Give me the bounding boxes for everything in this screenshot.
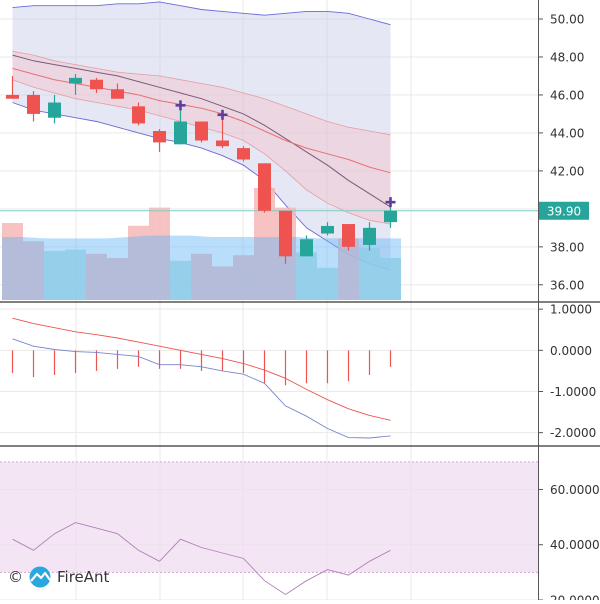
volume-bar	[317, 267, 338, 300]
price-tick-label: 38.00	[550, 240, 584, 254]
macd-tick-label: -1.0000	[550, 385, 596, 399]
volume-bar	[44, 251, 65, 300]
candle-body[interactable]	[195, 121, 208, 141]
volume-bar	[338, 238, 359, 300]
plus-marker-icon	[385, 197, 396, 208]
candle-body[interactable]	[90, 79, 103, 90]
price-tick-label: 50.00	[550, 12, 584, 26]
fireant-watermark: © FireAnt	[8, 566, 109, 588]
rsi-tick-label: 20.0000	[550, 594, 600, 601]
volume-bar	[254, 188, 275, 300]
candle-body[interactable]	[111, 89, 124, 99]
rsi-line	[12, 522, 391, 596]
rsi-panel[interactable]	[0, 461, 538, 596]
candle-body[interactable]	[237, 148, 250, 160]
candle-body[interactable]	[174, 121, 187, 145]
candle-body[interactable]	[321, 225, 334, 234]
volume-bar	[2, 223, 23, 300]
bollinger-upper-line	[12, 1, 391, 26]
volume-bar	[296, 252, 317, 300]
candle-body[interactable]	[216, 140, 229, 147]
last-price-badge	[539, 201, 589, 220]
brand-name: FireAnt	[57, 568, 110, 586]
volume-bar	[359, 248, 380, 300]
volume-bar	[65, 249, 86, 300]
rsi-tick-label: 40.0000	[550, 538, 600, 552]
volume-bar	[212, 266, 233, 300]
candle-body[interactable]	[279, 210, 292, 257]
candle-body[interactable]	[384, 210, 397, 223]
macd-tick-label: -2.0000	[550, 426, 596, 440]
volume-bar	[23, 241, 44, 300]
candle-body[interactable]	[258, 163, 271, 211]
macd-signal-line	[12, 317, 391, 421]
last-price-label: 39.90	[547, 204, 581, 218]
candle-body[interactable]	[6, 94, 19, 99]
fireant-logo-icon	[29, 566, 51, 588]
volume-bar	[128, 225, 149, 300]
macd-panel[interactable]	[11, 317, 392, 439]
candle-body[interactable]	[48, 102, 61, 118]
moving-average-dark	[12, 54, 391, 208]
price-tick-label: 48.00	[550, 50, 584, 64]
plus-marker-icon	[175, 100, 186, 111]
volume-bar	[233, 255, 254, 300]
candle-body[interactable]	[300, 239, 313, 257]
price-tick-label: 44.00	[550, 126, 584, 140]
volume-bar	[380, 258, 401, 300]
envelope-fill	[12, 51, 391, 225]
candle-body[interactable]	[132, 106, 145, 124]
price-tick-label: 46.00	[550, 88, 584, 102]
bollinger-lower-line	[12, 102, 391, 271]
candle-body[interactable]	[69, 77, 82, 84]
volume-bar	[107, 258, 128, 300]
copyright-symbol: ©	[8, 568, 23, 586]
price-panel[interactable]	[0, 1, 538, 300]
macd-line	[12, 338, 391, 439]
volume-bar	[191, 253, 212, 300]
price-tick-label: 36.00	[550, 278, 584, 292]
volume-bar	[170, 260, 191, 300]
rsi-band	[0, 461, 538, 573]
macd-tick-label: 0.0000	[550, 344, 592, 358]
envelope-upper-line	[12, 50, 391, 136]
candle-body[interactable]	[363, 227, 376, 245]
rsi-tick-label: 60.0000	[550, 483, 600, 497]
volume-bar	[149, 207, 170, 300]
candle-body[interactable]	[27, 94, 40, 114]
volume-ma-area	[2, 235, 401, 300]
plus-marker-icon	[217, 109, 228, 120]
macd-tick-label: 1.0000	[550, 303, 592, 317]
candle-body[interactable]	[342, 224, 355, 247]
price-tick-label: 42.00	[550, 164, 584, 178]
volume-bar	[86, 253, 107, 300]
candle-body[interactable]	[153, 131, 166, 143]
